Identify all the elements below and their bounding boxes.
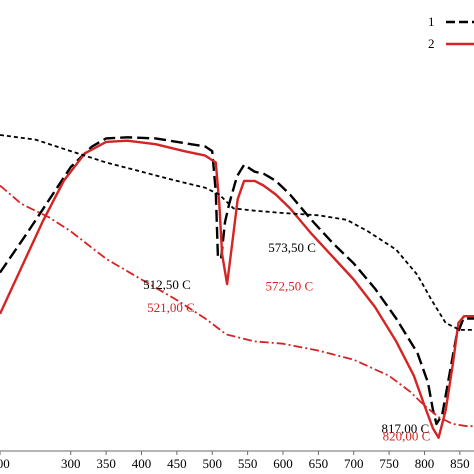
x-tick-label: 200 bbox=[0, 456, 10, 471]
series-lines bbox=[0, 134, 474, 439]
x-axis bbox=[0, 450, 474, 455]
legend: 1 2 bbox=[428, 14, 474, 51]
x-tick-label: 700 bbox=[344, 456, 364, 471]
x-tick-label: 850 bbox=[450, 456, 470, 471]
annotation-label: 521,00 C bbox=[147, 300, 195, 315]
legend-label-2: 2 bbox=[428, 36, 435, 51]
legend-label-1: 1 bbox=[428, 14, 435, 29]
x-tick-label: 400 bbox=[132, 456, 152, 471]
x-tick-label: 450 bbox=[167, 456, 187, 471]
annotation-label: 573,50 C bbox=[268, 240, 316, 255]
x-tick-label: 750 bbox=[379, 456, 399, 471]
series-line-4 bbox=[0, 184, 474, 428]
annotation-label: 820,00 C bbox=[383, 429, 431, 444]
x-tick-labels: 200 300 350 400 450 500 550 600 650 700 750 800 850 bbox=[0, 456, 470, 471]
x-tick-label: 300 bbox=[61, 456, 81, 471]
x-tick-label: 350 bbox=[96, 456, 116, 471]
x-tick-label: 800 bbox=[415, 456, 435, 471]
series-line-2 bbox=[0, 139, 474, 439]
annotation-label: 512,50 C bbox=[143, 277, 191, 292]
x-tick-label: 600 bbox=[273, 456, 293, 471]
x-tick-label: 650 bbox=[309, 456, 329, 471]
annotation-label: 572,50 C bbox=[266, 279, 314, 294]
x-tick-label: 500 bbox=[202, 456, 222, 471]
x-tick-label: 550 bbox=[238, 456, 258, 471]
series-line-1 bbox=[0, 136, 474, 426]
annotation-label: 817,00 C bbox=[382, 421, 430, 436]
peak-annotations: 512,50 C 521,00 C 573,50 C 572,50 C 817,00 C… bbox=[143, 240, 430, 444]
series-line-3 bbox=[0, 134, 474, 331]
